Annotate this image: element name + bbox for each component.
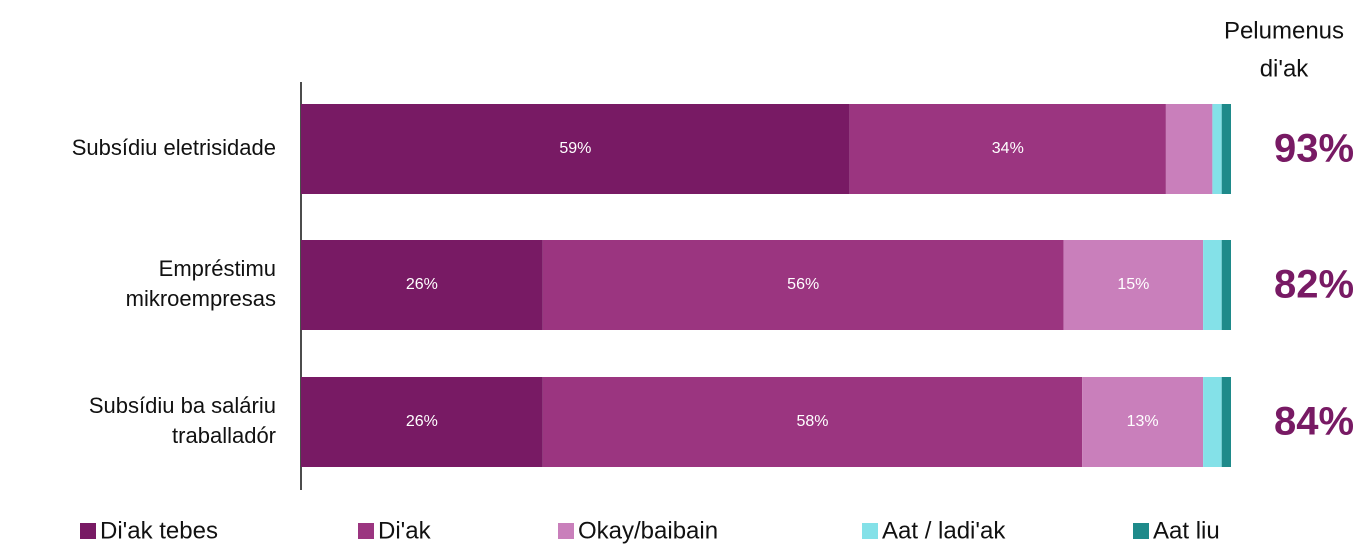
legend-label: Di'ak bbox=[378, 517, 432, 544]
data-label: 13% bbox=[1127, 413, 1159, 430]
category-label: traballadór bbox=[172, 423, 276, 448]
net-label: 84% bbox=[1274, 400, 1354, 444]
legend-label: Di'ak tebes bbox=[100, 517, 218, 544]
data-label: 15% bbox=[1117, 276, 1149, 293]
bar-segment bbox=[1221, 377, 1231, 467]
bar-segment bbox=[1063, 240, 1204, 330]
category-label: Subsídiu eletrisidade bbox=[72, 135, 276, 160]
bar-segment bbox=[1203, 240, 1222, 330]
bar-segment bbox=[301, 104, 850, 194]
bar-segment bbox=[542, 240, 1064, 330]
data-label: 34% bbox=[992, 140, 1024, 157]
net-title: di'ak bbox=[1260, 55, 1310, 82]
legend-swatch bbox=[80, 523, 96, 539]
bar-segment bbox=[1203, 377, 1222, 467]
data-label: 56% bbox=[787, 276, 819, 293]
net-label: 93% bbox=[1274, 127, 1354, 171]
data-label: 58% bbox=[796, 413, 828, 430]
bar-segment bbox=[1165, 104, 1213, 194]
data-label: 26% bbox=[406, 276, 438, 293]
bar-segment bbox=[1082, 377, 1204, 467]
bar-segment bbox=[301, 240, 543, 330]
legend-label: Aat / ladi'ak bbox=[882, 517, 1006, 544]
category-label: Subsídiu ba saláriu bbox=[89, 393, 276, 418]
data-label: 59% bbox=[559, 140, 591, 157]
bar-segment bbox=[1221, 240, 1231, 330]
category-label: mikroempresas bbox=[126, 286, 276, 311]
bar-segment bbox=[1212, 104, 1222, 194]
category-label: Empréstimu bbox=[159, 256, 276, 281]
legend-swatch bbox=[558, 523, 574, 539]
data-label: 26% bbox=[406, 413, 438, 430]
bar-segment bbox=[542, 377, 1083, 467]
legend-swatch bbox=[358, 523, 374, 539]
bar-segment bbox=[1221, 104, 1231, 194]
bar-segment bbox=[301, 377, 543, 467]
bar-segment bbox=[849, 104, 1166, 194]
net-title: Pelumenus bbox=[1224, 17, 1344, 44]
legend-swatch bbox=[862, 523, 878, 539]
legend-label: Okay/baibain bbox=[578, 517, 718, 544]
net-label: 82% bbox=[1274, 263, 1354, 307]
legend-label: Aat liu bbox=[1153, 517, 1220, 544]
legend-swatch bbox=[1133, 523, 1149, 539]
